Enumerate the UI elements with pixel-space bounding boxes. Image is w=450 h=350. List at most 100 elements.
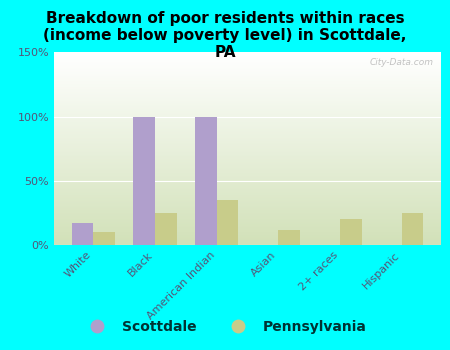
Bar <box>54 69 441 70</box>
Bar <box>72 223 93 245</box>
Bar <box>93 232 115 245</box>
Bar <box>54 152 441 153</box>
Bar <box>54 89 441 90</box>
Bar <box>54 173 441 174</box>
Bar <box>54 61 441 62</box>
Bar <box>54 190 441 191</box>
Bar <box>54 81 441 82</box>
Bar <box>54 197 441 198</box>
Bar <box>54 139 441 140</box>
Bar <box>54 222 441 223</box>
Bar <box>54 125 441 126</box>
Bar <box>54 80 441 81</box>
Bar <box>54 228 441 229</box>
Bar <box>54 122 441 123</box>
Bar <box>54 95 441 96</box>
Bar <box>133 117 155 245</box>
Bar <box>54 135 441 136</box>
Bar <box>54 242 441 243</box>
Text: City-Data.com: City-Data.com <box>369 58 433 67</box>
Bar <box>54 99 441 100</box>
Bar <box>54 110 441 111</box>
Bar <box>54 119 441 120</box>
Bar <box>54 191 441 192</box>
Bar <box>54 68 441 69</box>
Bar <box>54 83 441 84</box>
Bar <box>54 164 441 165</box>
Bar <box>54 57 441 58</box>
Bar <box>54 181 441 182</box>
Bar <box>54 90 441 91</box>
Bar <box>54 226 441 227</box>
Bar <box>54 138 441 139</box>
Bar <box>54 169 441 170</box>
Bar <box>54 132 441 133</box>
Bar <box>54 141 441 142</box>
Bar <box>54 127 441 128</box>
Bar <box>54 160 441 161</box>
Bar <box>54 209 441 210</box>
Bar <box>54 67 441 68</box>
Bar <box>54 59 441 60</box>
Bar <box>54 168 441 169</box>
Bar <box>54 116 441 117</box>
Bar <box>54 117 441 118</box>
Bar <box>54 124 441 125</box>
Bar <box>54 212 441 213</box>
Bar <box>54 231 441 232</box>
Bar <box>54 121 441 122</box>
Bar <box>54 92 441 93</box>
Bar <box>54 240 441 241</box>
Bar <box>54 161 441 162</box>
Bar <box>54 149 441 150</box>
Bar <box>54 201 441 202</box>
Bar <box>54 78 441 79</box>
Bar <box>54 148 441 149</box>
Bar <box>54 187 441 188</box>
Bar <box>54 153 441 154</box>
Bar <box>54 218 441 219</box>
Bar <box>54 200 441 201</box>
Bar <box>54 118 441 119</box>
Bar <box>54 241 441 242</box>
Bar <box>54 239 441 240</box>
Bar <box>54 142 441 143</box>
Bar <box>54 103 441 104</box>
Bar <box>54 146 441 147</box>
Bar <box>195 117 216 245</box>
Bar <box>54 133 441 134</box>
Bar <box>54 107 441 108</box>
Bar <box>54 154 441 155</box>
Bar <box>54 224 441 225</box>
Bar <box>54 216 441 217</box>
Bar <box>54 111 441 112</box>
Bar <box>54 202 441 203</box>
Bar <box>54 215 441 216</box>
Bar <box>54 76 441 77</box>
Bar <box>54 104 441 105</box>
Bar <box>54 106 441 107</box>
Bar <box>54 130 441 131</box>
Bar <box>54 236 441 237</box>
Bar <box>54 196 441 197</box>
Bar <box>54 112 441 113</box>
Bar <box>54 189 441 190</box>
Bar <box>54 184 441 185</box>
Bar <box>54 77 441 78</box>
Bar <box>54 199 441 200</box>
Bar <box>54 194 441 195</box>
Bar <box>54 186 441 187</box>
Bar <box>216 200 238 245</box>
Bar <box>54 143 441 144</box>
Bar <box>54 115 441 116</box>
Bar <box>54 140 441 141</box>
Bar <box>54 183 441 184</box>
Bar <box>54 225 441 226</box>
Bar <box>54 167 441 168</box>
Bar <box>54 120 441 121</box>
Bar <box>54 176 441 177</box>
Bar <box>54 75 441 76</box>
Bar <box>54 235 441 236</box>
Bar <box>54 174 441 175</box>
Bar <box>54 166 441 167</box>
